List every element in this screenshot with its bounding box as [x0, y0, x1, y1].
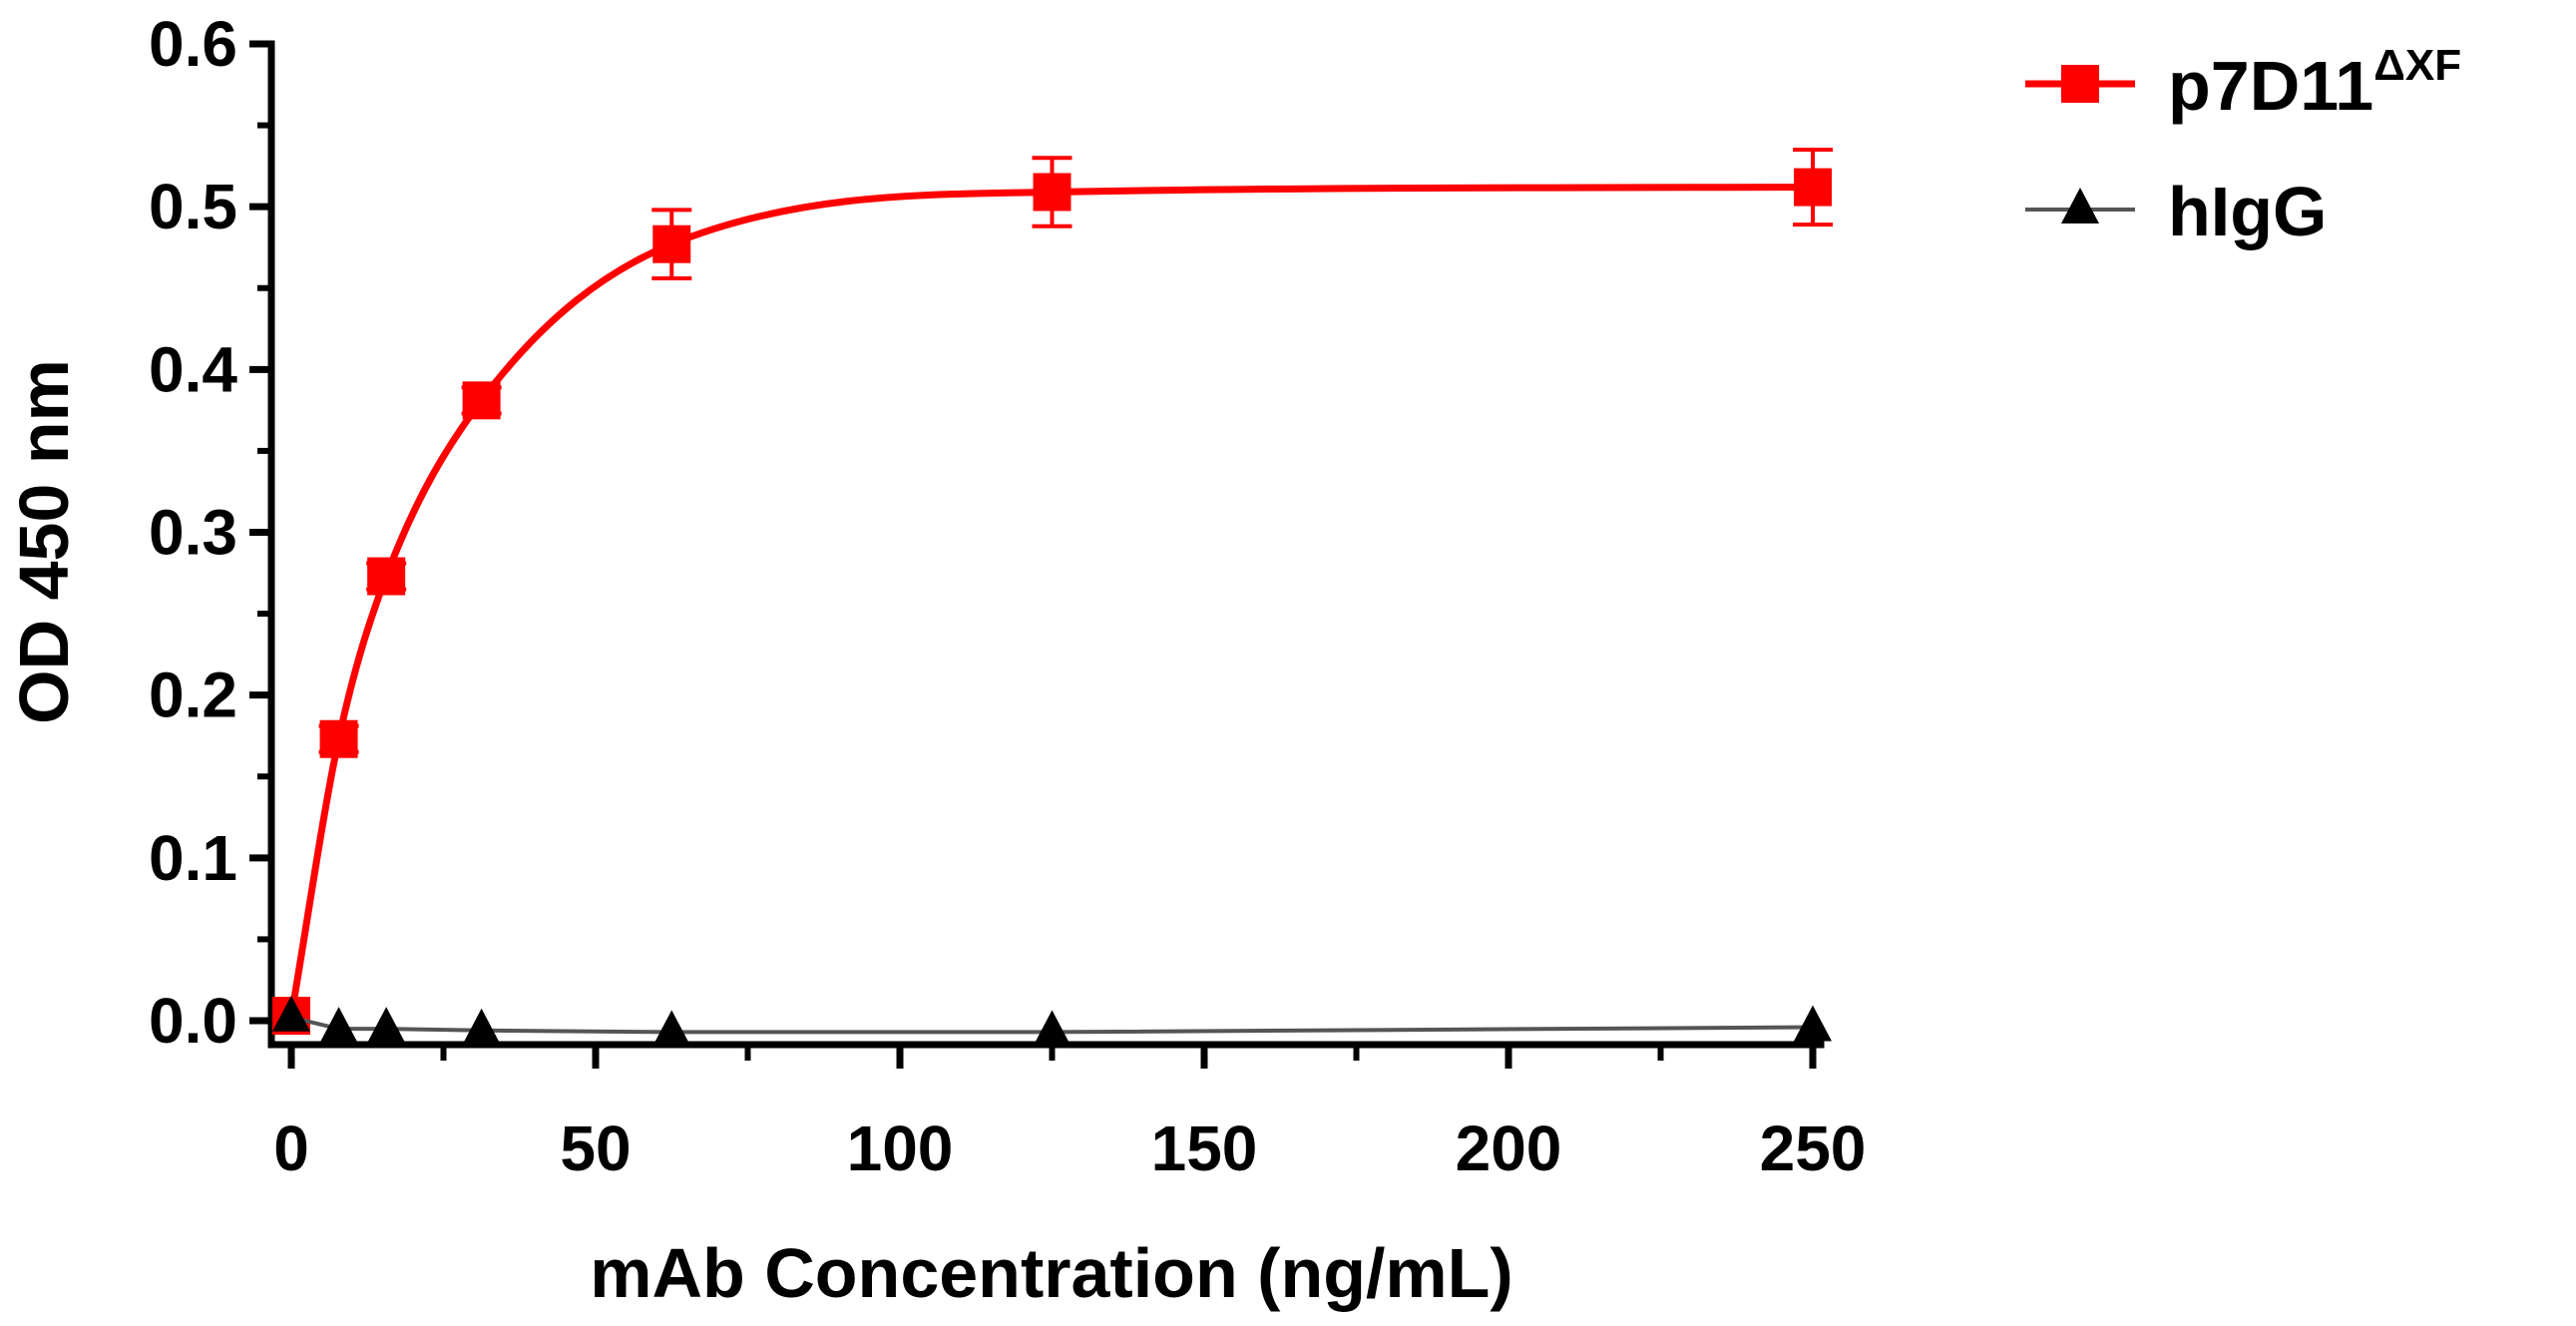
- legend: p7D11ΔXF hIgG: [2025, 41, 2461, 250]
- x-tick-label: 250: [1760, 1112, 1867, 1184]
- y-tick-label: 0.6: [149, 8, 237, 80]
- legend-label-superscript: ΔXF: [2373, 41, 2461, 90]
- data-point: [1033, 173, 1072, 212]
- x-tick-label: 50: [560, 1112, 631, 1184]
- legend-entry-0: p7D11ΔXF: [2025, 41, 2461, 125]
- data-point: [1033, 1010, 1072, 1047]
- y-tick-label: 0.5: [149, 171, 237, 242]
- legend-label: hIgG: [2168, 173, 2327, 250]
- legend-label: p7D11ΔXF: [2168, 41, 2461, 125]
- x-tick-label: 0: [273, 1112, 309, 1184]
- y-tick-label: 0.2: [149, 660, 237, 731]
- data-point: [1794, 168, 1832, 207]
- x-axis-title: mAb Concentration (ng/mL): [590, 1234, 1512, 1312]
- x-tick-label: 200: [1456, 1112, 1562, 1184]
- legend-entry-1: hIgG: [2025, 173, 2327, 250]
- series-line: [287, 184, 1814, 1017]
- data-point: [367, 557, 406, 596]
- legend-marker: [2061, 65, 2099, 103]
- data-point: [367, 1007, 406, 1044]
- y-axis-title: OD 450 nm: [5, 359, 83, 724]
- data-point: [462, 1008, 501, 1045]
- x-tick-label: 150: [1151, 1112, 1258, 1184]
- data-point: [319, 719, 358, 758]
- series-0: [272, 148, 1833, 1036]
- axes: 0.0 0.1 0.2 0.3 0.4 0.5 0.6 0 50 100 150 200 250: [149, 8, 1866, 1184]
- series-layer: [272, 148, 1833, 1047]
- series-1: [272, 995, 1832, 1047]
- data-point: [652, 224, 691, 263]
- data-point: [319, 1007, 358, 1044]
- y-tick-label: 0.1: [149, 822, 237, 894]
- data-point: [1794, 1005, 1832, 1042]
- x-tick-label: 100: [847, 1112, 954, 1184]
- y-tick-label: 0.4: [149, 333, 237, 405]
- y-tick-label: 0.3: [149, 497, 237, 569]
- data-point: [462, 381, 501, 420]
- data-point: [652, 1010, 691, 1047]
- y-tick-label: 0.0: [149, 985, 237, 1057]
- legend-marker: [2061, 188, 2099, 223]
- data-point: [272, 995, 310, 1032]
